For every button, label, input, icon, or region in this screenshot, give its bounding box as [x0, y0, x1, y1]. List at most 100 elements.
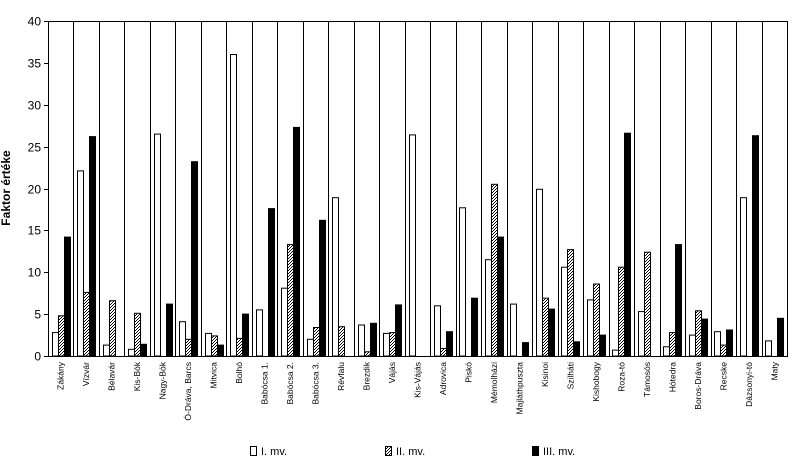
bar-1-12: [332, 197, 339, 357]
y-tick-label: 40: [28, 15, 42, 29]
bar-1-18: [485, 259, 492, 357]
x-tick-label: Bolhó: [234, 362, 244, 384]
x-tick-label: Vájás: [387, 362, 397, 383]
bar-2-18: [491, 183, 498, 357]
y-tick-label: 20: [28, 183, 42, 197]
bar-2-13: [364, 351, 371, 357]
bar-3-27: [726, 329, 733, 357]
bar-1-21: [561, 266, 568, 357]
bar-3-22: [599, 334, 606, 357]
x-tick-label: Kis-Bók: [132, 361, 142, 391]
bar-2-14: [389, 332, 396, 357]
bar-3-10: [293, 126, 300, 357]
bar-1-22: [587, 299, 594, 357]
y-tick-label: 10: [28, 266, 42, 280]
bar-1-24: [638, 311, 645, 357]
x-tick-label: Maty: [769, 361, 779, 380]
y-tick-label: 5: [34, 308, 41, 322]
bar-3-16: [446, 331, 453, 357]
x-tick-label: Révfalu: [336, 362, 346, 391]
x-tick-label: Nagy-Bók: [158, 361, 168, 399]
bar-1-11: [307, 338, 314, 357]
x-tick-label: Roza-tó: [616, 362, 626, 392]
x-tick-label: Brezdik: [362, 361, 372, 390]
bar-1-8: [230, 54, 237, 357]
bar-2-21: [567, 249, 574, 357]
bar-1-3: [103, 344, 110, 357]
bar-3-23: [624, 132, 631, 357]
x-tick-label: Majláthpuszta: [514, 362, 524, 415]
bar-2-1: [58, 315, 65, 357]
x-tick-label: Dázsonyi-tó: [744, 362, 754, 407]
bar-3-28: [752, 135, 759, 357]
bar-1-29: [765, 340, 772, 357]
bar-2-16: [440, 348, 447, 357]
bar-2-10: [287, 244, 294, 357]
bar-3-13: [370, 322, 377, 357]
x-tick-label: Szilháti: [565, 362, 575, 390]
bar-3-21: [573, 341, 580, 357]
bar-1-4: [128, 348, 135, 357]
bar-3-20: [548, 308, 555, 357]
legend-swatch: [250, 446, 257, 456]
bar-1-14: [383, 332, 390, 357]
bar-1-20: [536, 188, 543, 357]
legend-swatch: [532, 446, 539, 456]
y-tick-labels: 0 5 10 15 20 25 30 35 40: [28, 15, 42, 364]
y-tick-label: 25: [28, 141, 42, 155]
bar-1-9: [256, 309, 263, 357]
x-tick-label: Kisinoi: [540, 362, 550, 387]
bar-1-27: [714, 331, 721, 357]
bar-3-5: [166, 303, 173, 357]
plot-area-frame: [48, 21, 788, 357]
legend-label: III. mv.: [543, 446, 575, 458]
bar-1-7: [205, 332, 212, 357]
bar-3-8: [242, 313, 249, 357]
bar-3-26: [701, 318, 708, 357]
axes: [44, 21, 788, 357]
bar-2-22: [593, 283, 600, 357]
bar-1-10: [281, 287, 288, 357]
legend: I. mv. II. mv. III. mv.: [250, 446, 575, 458]
x-tick-label: Vízvár: [81, 362, 91, 386]
legend-swatch: [385, 446, 392, 456]
y-tick-label: 30: [28, 99, 42, 113]
y-tick-label: 0: [34, 350, 41, 364]
bar-2-20: [542, 297, 549, 357]
x-tick-label: Kishobogy: [591, 361, 601, 401]
bar-1-2: [77, 170, 84, 357]
y-tick-label: 15: [28, 224, 42, 238]
y-tick-label: 35: [28, 57, 42, 71]
bar-1-16: [434, 305, 441, 357]
x-tick-labels: Zákány Vízvár Bélavár Kis-Bók Nagy-Bók Ó-Dráv…: [56, 361, 780, 420]
bar-2-23: [618, 266, 625, 357]
bar-2-6: [185, 338, 192, 357]
x-tick-label: Bélavár: [107, 362, 117, 391]
legend-label: I. mv.: [261, 446, 287, 458]
bar-1-19: [510, 303, 517, 357]
x-tick-label: Zákány: [56, 361, 66, 390]
bar-3-1: [64, 236, 71, 357]
x-tick-label: Babócsa 2.: [285, 362, 295, 405]
bar-1-26: [689, 334, 696, 357]
x-tick-label: Boros-Dráva: [693, 362, 703, 410]
bar-3-6: [191, 161, 198, 357]
x-tick-label: Mémolházi: [489, 362, 499, 403]
bar-3-14: [395, 304, 402, 357]
x-tick-label: Kis-Vájás: [413, 362, 423, 398]
x-tick-label: Hótedra: [667, 362, 677, 393]
bar-3-11: [319, 219, 326, 357]
bar-3-25: [675, 244, 682, 357]
bar-1-13: [358, 324, 365, 357]
bar-2-3: [109, 300, 116, 357]
bars: [52, 54, 784, 357]
bar-1-28: [740, 197, 747, 357]
bar-2-11: [313, 327, 320, 357]
bar-2-4: [134, 312, 141, 357]
bar-2-2: [83, 291, 90, 357]
bar-1-15: [409, 134, 416, 357]
legend-label: II. mv.: [396, 446, 425, 458]
x-tick-label: Támosós: [642, 362, 652, 397]
bar-1-23: [612, 349, 619, 357]
